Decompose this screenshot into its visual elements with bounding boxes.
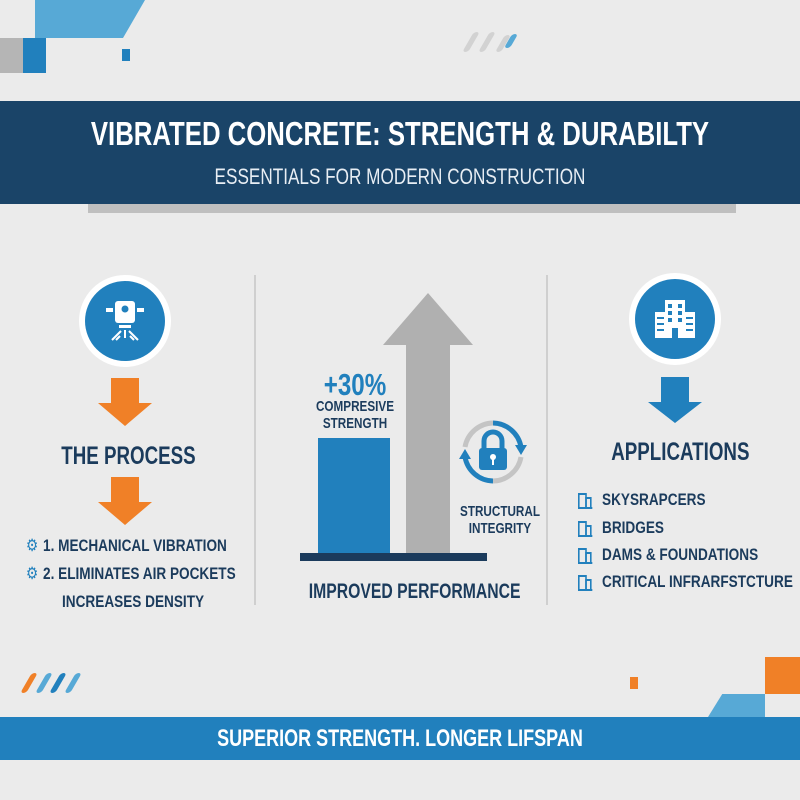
application-item: CRITICAL INFRARFSTCTURE [578, 572, 793, 592]
arrow-up-icon [383, 293, 473, 555]
page-title: VIBRATED CONCRETE: STRENGTH & DURABILTY [90, 115, 710, 152]
stat-label: COMPRESIVE STRENGTH [315, 398, 395, 432]
structural-integrity-label: STRUCTURAL INTEGRITY [460, 503, 540, 537]
building-icon [578, 521, 593, 537]
footer-tagline: SUPERIOR STRENGTH. LONGER LIFSPAN [217, 725, 583, 752]
chart-baseline [300, 553, 487, 561]
gear-icon: ⚙ [26, 536, 39, 555]
footer-banner: SUPERIOR STRENGTH. LONGER LIFSPAN [0, 717, 800, 760]
arrow-down-icon [98, 477, 152, 525]
process-heading: THE PROCESS [61, 442, 196, 470]
decorative-shape [23, 38, 46, 73]
decorative-shape [35, 0, 145, 38]
process-item: ⚙ 2. ELIMINATES AIR POCKETS [26, 564, 236, 583]
gear-icon: ⚙ [26, 564, 39, 583]
building-icon [578, 575, 593, 591]
process-item: ⚙ 1. MECHANICAL VIBRATION [26, 536, 227, 555]
decorative-square [122, 49, 130, 61]
decorative-shape [765, 657, 800, 694]
decorative-shape [0, 38, 23, 73]
column-divider [546, 275, 548, 605]
page-subtitle: ESSENTIALS FOR MODERN CONSTRUCTION [214, 164, 586, 189]
decorative-slash [462, 32, 480, 52]
applications-heading: APPLICATIONS [611, 438, 750, 466]
vibrator-tool-icon [106, 301, 144, 341]
stat-value: +30% [323, 367, 387, 402]
process-item: INCREASES DENSITY [62, 592, 205, 611]
decorative-shape [708, 694, 765, 717]
decorative-square [630, 677, 638, 689]
applications-icon-badge [629, 273, 721, 365]
header-banner: VIBRATED CONCRETE: STRENGTH & DURABILTY … [0, 101, 800, 204]
strength-bar [318, 438, 390, 553]
header-shadow [88, 204, 736, 213]
building-icon [578, 493, 593, 509]
building-icon [578, 548, 593, 564]
application-item: DAMS & FOUNDATIONS [578, 545, 758, 565]
arrow-down-icon [98, 378, 152, 426]
column-divider [254, 275, 256, 605]
building-icon [655, 300, 695, 338]
decorative-slash [478, 32, 496, 52]
arrow-down-icon [648, 377, 702, 423]
performance-caption: IMPROVED PERFORMANCE [308, 580, 521, 603]
decorative-slash [64, 673, 82, 693]
decorative-slash [49, 673, 67, 693]
application-item: BRIDGES [578, 518, 664, 538]
process-icon-badge [79, 275, 171, 367]
decorative-slash [20, 673, 38, 693]
lock-cycle-icon [459, 420, 527, 484]
application-item: SKYSRAPCERS [578, 490, 706, 510]
